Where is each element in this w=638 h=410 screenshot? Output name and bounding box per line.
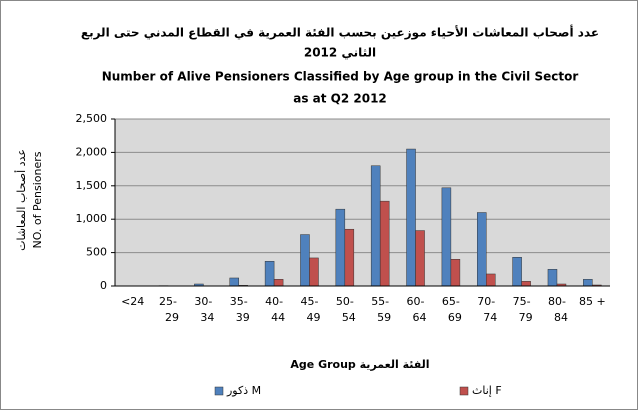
bar: [309, 257, 319, 287]
x-tick-label: 60-64: [407, 295, 427, 324]
x-tick-label: <24: [121, 295, 144, 308]
x-tick-label-line: 55-: [371, 295, 389, 308]
bar: [229, 277, 239, 287]
title-ar: عدد أصحاب المعاشات الأحياء موزعين بحسب ا…: [81, 25, 599, 41]
x-tick-label-line: 79: [519, 311, 533, 324]
x-tick-label-line: 30-: [194, 295, 212, 308]
plot-area: [115, 119, 610, 286]
bar: [441, 187, 452, 287]
x-axis-label: Age Group الفئة العمرية: [290, 358, 429, 371]
x-tick-label-line: 54: [342, 311, 356, 324]
x-tick-label: 70-74: [477, 295, 497, 324]
x-tick-label-line: 84: [554, 311, 568, 324]
bar: [335, 208, 346, 287]
x-tick-label-line: <24: [121, 295, 144, 308]
title: Number of Alive Pensioners Classified by…: [102, 70, 579, 84]
bar: [264, 261, 275, 287]
bar: [583, 279, 593, 287]
bar: [370, 165, 381, 287]
x-tick-label-line: 49: [306, 311, 320, 324]
x-tick-label-line: 34: [200, 311, 214, 324]
bar: [521, 281, 531, 287]
y-axis-label: NO. of Pensioners: [31, 151, 44, 248]
y-tick-label: 1,000: [76, 212, 108, 225]
x-tick-label-line: 29: [165, 311, 179, 324]
x-tick-label: 55-59: [371, 295, 391, 324]
bar: [512, 257, 522, 287]
bar: [300, 234, 310, 287]
y-tick-label: 2,500: [76, 112, 108, 125]
x-tick-label-line: 39: [236, 311, 250, 324]
x-tick-label: 65-69: [442, 295, 462, 324]
bar: [344, 228, 355, 287]
bar: [477, 212, 487, 287]
y-tick-label: 1,500: [76, 179, 108, 192]
x-tick-label-line: 75-: [513, 295, 531, 308]
x-tick-label: 25-29: [159, 295, 179, 324]
x-tick-label-line: 45-: [300, 295, 318, 308]
x-tick-label: 45-49: [300, 295, 320, 324]
legend-swatch: [459, 386, 469, 396]
legend-label: إناث F: [472, 384, 502, 397]
title: as at Q2 2012: [293, 92, 387, 106]
x-tick-label: 30-34: [194, 295, 214, 324]
bar: [273, 279, 284, 287]
x-tick-label-line: 80-: [548, 295, 566, 308]
bar: [415, 230, 425, 287]
bar: [450, 259, 461, 287]
x-tick-label: 85 +: [579, 295, 606, 308]
x-tick-label-line: 69: [448, 311, 462, 324]
bar: [379, 200, 390, 287]
y-axis-label: عدد أصحاب المعاشات: [14, 149, 28, 251]
y-tick-label: 2,000: [76, 145, 108, 158]
y-tick-label: 500: [86, 246, 107, 259]
y-tick-label: 0: [100, 279, 107, 292]
x-tick-label: 50-54: [336, 295, 356, 324]
x-tick-label-line: 74: [483, 311, 497, 324]
legend-label: ذكور M: [226, 384, 261, 397]
title-ar: الثاني 2012: [304, 46, 376, 60]
x-tick-label-line: 50-: [336, 295, 354, 308]
x-tick-label-line: 85 +: [579, 295, 606, 308]
bar: [486, 273, 496, 287]
x-tick-label: 75-79: [513, 295, 533, 324]
x-tick-label: 35-39: [230, 295, 250, 324]
x-tick-label: 40-44: [265, 295, 285, 324]
x-tick-label-line: 70-: [477, 295, 495, 308]
x-tick-label-line: 44: [271, 311, 285, 324]
bar: [406, 148, 416, 287]
x-tick-label-line: 35-: [230, 295, 248, 308]
x-tick-label: 80-84: [548, 295, 568, 324]
x-tick-label-line: 65-: [442, 295, 460, 308]
bar: [547, 269, 558, 287]
x-tick-label-line: 40-: [265, 295, 283, 308]
x-tick-label-line: 59: [377, 311, 391, 324]
legend-swatch: [214, 386, 224, 396]
x-tick-label-line: 25-: [159, 295, 177, 308]
x-tick-label-line: 60-: [407, 295, 425, 308]
x-tick-label-line: 64: [413, 311, 427, 324]
